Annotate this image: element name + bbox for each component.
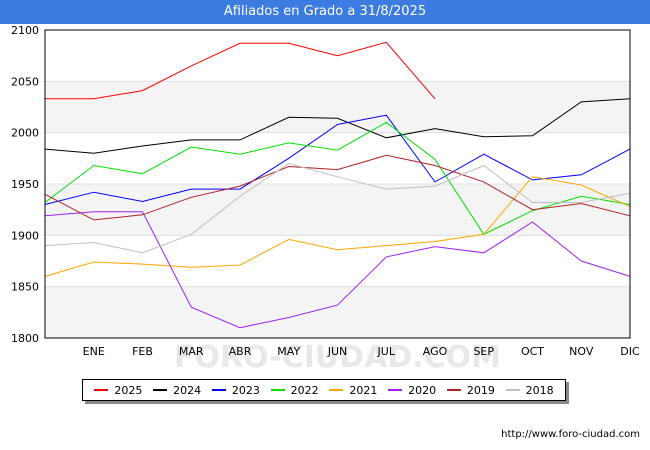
legend-label: 2021 [349, 383, 378, 397]
legend-item-2020: 2020 [388, 384, 436, 397]
x-tick-label: JUN [327, 345, 348, 358]
y-tick-label: 2000 [11, 127, 39, 140]
legend-swatch [446, 389, 461, 391]
legend-item-2022: 2022 [270, 383, 319, 397]
x-tick-label: DIC [620, 345, 640, 358]
legend-swatch [94, 389, 109, 391]
series-line-2021 [44, 176, 631, 277]
legend-label: 2020 [408, 383, 437, 397]
legend-item-2024: 2024 [153, 384, 201, 397]
y-tick-label: 1900 [11, 229, 39, 242]
y-tick-label: 2050 [11, 75, 39, 88]
legend-swatch [388, 389, 403, 391]
legend-swatch [329, 389, 344, 391]
series-line-2019 [44, 154, 631, 221]
x-tick-label: OCT [521, 345, 544, 358]
grid-band [45, 184, 630, 236]
grid-band [45, 286, 630, 338]
x-tick-label: ABR [229, 345, 252, 358]
legend-swatch [270, 389, 285, 391]
y-tick-label: 1950 [11, 178, 39, 191]
legend-swatch [153, 389, 168, 391]
legend-swatch [505, 389, 520, 391]
series-line-2020 [44, 211, 631, 329]
legend-item-2025: 2025 [94, 384, 142, 397]
series-line-2018 [44, 162, 631, 254]
y-tick-label: 1800 [11, 332, 39, 345]
y-tick-label: 1850 [11, 281, 39, 294]
series-line-2023 [44, 114, 631, 205]
y-tick-label: 2100 [11, 24, 39, 37]
legend-label: 2018 [525, 383, 554, 397]
plot-frame [44, 29, 631, 339]
footer-url[interactable]: http://www.foro-ciudad.com [501, 429, 640, 440]
x-tick-label: SEP [473, 345, 494, 358]
x-tick-label: NOV [569, 345, 594, 358]
legend-label: 2023 [231, 383, 260, 397]
series-line-2024 [44, 98, 631, 154]
legend-label: 2019 [466, 383, 495, 397]
legend-label: 2024 [173, 383, 202, 397]
legend-item-2021: 2021 [329, 384, 377, 397]
x-tick-label: MAY [277, 345, 300, 358]
series-line-2022 [44, 121, 631, 235]
series-line-2025 [45, 41, 436, 100]
legend-label: 2025 [114, 383, 143, 397]
legend: 2025 2024 2023 2022 2021 2020 2019 2018 [82, 379, 566, 401]
legend-swatch [211, 389, 226, 391]
x-tick-label: FEB [132, 345, 153, 358]
watermark: FORO-CIUDAD.COM [174, 340, 501, 375]
x-tick-label: MAR [179, 345, 204, 358]
legend-item-2019: 2019 [446, 383, 495, 397]
legend-label: 2022 [290, 383, 319, 397]
x-tick-label: ENE [83, 345, 105, 358]
legend-item-2023: 2023 [211, 383, 260, 397]
legend-item-2018: 2018 [505, 383, 554, 397]
x-tick-label: AGO [423, 345, 448, 358]
x-tick-label: JUL [377, 345, 396, 358]
chart-title: Afiliados en Grado a 31/8/2025 [0, 0, 650, 24]
